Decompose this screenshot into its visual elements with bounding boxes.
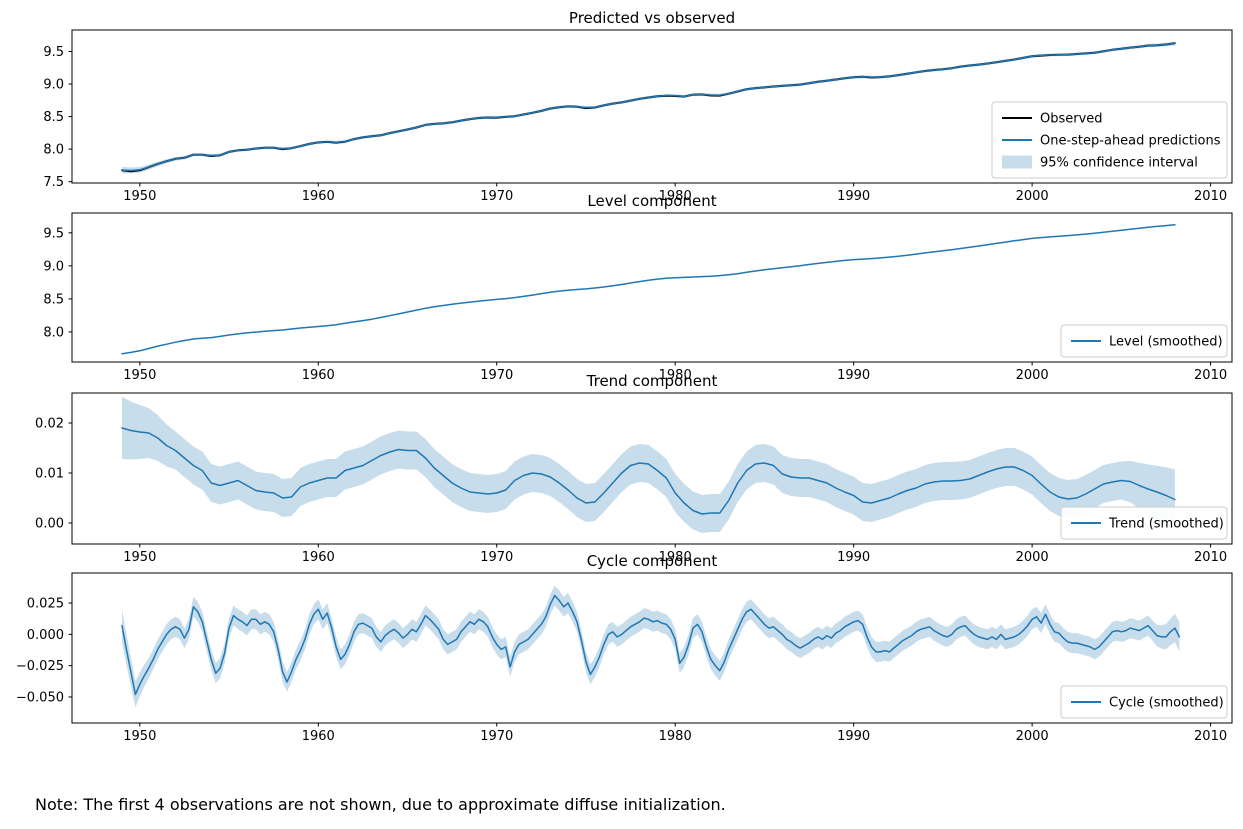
x-tick-label: 1980 bbox=[659, 729, 692, 744]
y-tick-label: 9.0 bbox=[43, 259, 64, 274]
x-tick-label: 1980 bbox=[659, 189, 692, 204]
y-tick-label: 8.5 bbox=[43, 292, 64, 307]
x-tick-label: 1960 bbox=[302, 729, 335, 744]
x-tick-label: 2010 bbox=[1194, 550, 1227, 565]
legend-label: Level (smoothed) bbox=[1109, 335, 1223, 350]
subplot-predicted-vs-observed: 1950 1960 1970 1980 1990 2000 2010 7.5 8.0 8.5 9.0… bbox=[43, 9, 1233, 204]
series-line-level-smoothed- bbox=[121, 224, 1176, 355]
x-tick-label: 1950 bbox=[123, 189, 156, 204]
subplot-title: Level component bbox=[587, 192, 716, 210]
legend: Observed One-step-ahead predictions 95% co… bbox=[991, 101, 1228, 179]
y-tick-label: 0.00 bbox=[35, 517, 64, 532]
x-tick-label: 1960 bbox=[302, 550, 335, 565]
axes-frame bbox=[71, 392, 1233, 545]
legend-label: One-step-ahead predictions bbox=[1040, 134, 1221, 149]
x-tick-label: 1990 bbox=[837, 729, 870, 744]
x-tick-label: 1970 bbox=[480, 550, 513, 565]
x-tick-label: 1990 bbox=[837, 550, 870, 565]
x-tick-label: 1950 bbox=[123, 729, 156, 744]
y-tick-label: 9.5 bbox=[43, 45, 64, 60]
axes-frame bbox=[71, 572, 1233, 724]
y-tick-label: 9.5 bbox=[43, 226, 64, 241]
y-tick-label: −0.025 bbox=[16, 659, 64, 674]
x-tick-label: 1950 bbox=[123, 368, 156, 383]
x-tick-label: 1990 bbox=[837, 368, 870, 383]
legend: Cycle (smoothed) bbox=[1060, 685, 1228, 719]
legend-box bbox=[991, 101, 1228, 179]
legend-box bbox=[1060, 324, 1228, 358]
legend-box bbox=[1060, 685, 1228, 719]
legend: Trend (smoothed) bbox=[1060, 506, 1228, 540]
y-tick-label: 0.025 bbox=[27, 597, 64, 612]
x-tick-label: 2010 bbox=[1194, 729, 1227, 744]
legend-label: 95% confidence interval bbox=[1040, 156, 1198, 171]
y-tick-label: −0.050 bbox=[16, 690, 64, 705]
x-tick-label: 2000 bbox=[1016, 550, 1049, 565]
x-tick-label: 1980 bbox=[659, 368, 692, 383]
series-line-trend-smoothed- bbox=[121, 427, 1176, 515]
y-tick-label: 7.5 bbox=[43, 175, 64, 190]
note-text: Note: The first 4 observations are not s… bbox=[35, 795, 726, 814]
subplot-trend-component: 1950 1960 1970 1980 1990 2000 2010 0.00 0.01 0.02… bbox=[35, 372, 1233, 565]
x-tick-label: 2000 bbox=[1016, 189, 1049, 204]
axes-frame bbox=[71, 29, 1233, 184]
subplot-cycle-component: 1950 1960 1970 1980 1990 2000 2010 0.025 0.000 −0… bbox=[16, 552, 1233, 744]
subplot-title: Cycle component bbox=[587, 552, 718, 570]
axes-frame bbox=[71, 212, 1233, 363]
subplot-level-component: 1950 1960 1970 1980 1990 2000 2010 8.0 8.5 9.0 9.5… bbox=[43, 192, 1233, 383]
legend-label: Observed bbox=[1040, 112, 1103, 127]
legend: Level (smoothed) bbox=[1060, 324, 1228, 358]
legend-label: Cycle (smoothed) bbox=[1109, 696, 1224, 711]
legend-box bbox=[1060, 506, 1228, 540]
y-tick-label: 0.000 bbox=[27, 628, 64, 643]
x-tick-label: 2000 bbox=[1016, 729, 1049, 744]
x-tick-label: 1950 bbox=[123, 550, 156, 565]
x-tick-label: 1970 bbox=[480, 368, 513, 383]
y-tick-label: 8.0 bbox=[43, 325, 64, 340]
plot-area bbox=[121, 224, 1176, 355]
x-tick-label: 2000 bbox=[1016, 368, 1049, 383]
subplot-title: Predicted vs observed bbox=[569, 9, 735, 27]
plot-area bbox=[121, 585, 1181, 708]
x-tick-label: 2010 bbox=[1194, 368, 1227, 383]
series-line-cycle-smoothed- bbox=[121, 594, 1181, 696]
y-tick-label: 0.02 bbox=[35, 417, 64, 432]
plot-area bbox=[121, 397, 1176, 533]
subplot-title: Trend component bbox=[586, 372, 718, 390]
x-tick-label: 1960 bbox=[302, 189, 335, 204]
y-tick-label: 9.0 bbox=[43, 78, 64, 93]
x-tick-label: 2010 bbox=[1194, 189, 1227, 204]
legend-label: Trend (smoothed) bbox=[1108, 517, 1224, 532]
confidence-band bbox=[122, 585, 1180, 708]
x-tick-label: 1990 bbox=[837, 189, 870, 204]
plot-area bbox=[121, 41, 1176, 174]
confidence-band bbox=[122, 397, 1175, 533]
series-line-one-step-ahead-predictions bbox=[121, 42, 1176, 172]
x-tick-label: 1980 bbox=[659, 550, 692, 565]
y-tick-label: 8.5 bbox=[43, 110, 64, 125]
x-tick-label: 1970 bbox=[480, 729, 513, 744]
x-tick-label: 1960 bbox=[302, 368, 335, 383]
y-tick-label: 0.01 bbox=[35, 467, 64, 482]
y-tick-label: 8.0 bbox=[43, 143, 64, 158]
plots-canvas: 1950 1960 1970 1980 1990 2000 2010 7.5 8.0 8.5 9.0… bbox=[16, 9, 1233, 744]
x-tick-label: 1970 bbox=[480, 189, 513, 204]
legend-patch-swatch bbox=[1002, 155, 1032, 169]
